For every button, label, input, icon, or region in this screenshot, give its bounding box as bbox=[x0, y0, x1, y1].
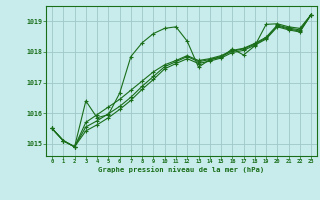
X-axis label: Graphe pression niveau de la mer (hPa): Graphe pression niveau de la mer (hPa) bbox=[99, 167, 265, 173]
